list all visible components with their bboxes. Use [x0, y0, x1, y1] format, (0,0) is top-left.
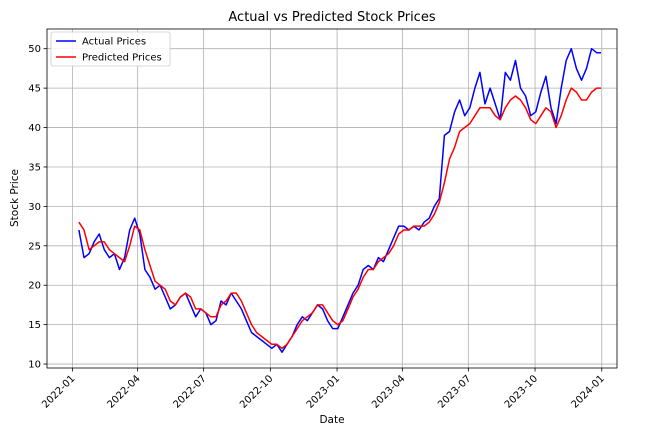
y-tick-label: 50 — [28, 44, 41, 55]
y-tick-label: 30 — [28, 202, 41, 213]
legend-label-actual: Actual Prices — [82, 37, 146, 48]
predicted-prices-line — [78, 87, 601, 350]
y-tick-label: 25 — [28, 241, 41, 252]
plot-area-frame — [46, 28, 618, 369]
legend: Actual Prices Predicted Prices — [50, 31, 171, 67]
y-tick-label: 10 — [28, 360, 41, 371]
y-tick-label: 35 — [28, 162, 41, 173]
legend-box — [50, 31, 171, 67]
y-tick-label: 45 — [28, 84, 41, 95]
legend-label-predicted: Predicted Prices — [82, 53, 162, 64]
y-tick-label: 40 — [28, 123, 41, 134]
y-tick-label: 15 — [28, 320, 41, 331]
x-axis-title: Date — [319, 414, 344, 426]
y-axis-title: Stock Price — [9, 169, 21, 227]
data-series — [78, 47, 601, 353]
chart-title: Actual vs Predicted Stock Prices — [228, 10, 435, 25]
y-tick-label: 20 — [28, 281, 41, 292]
